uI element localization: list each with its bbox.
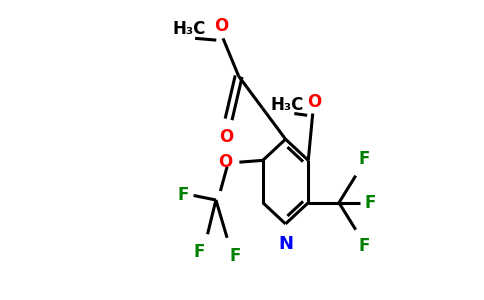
Text: F: F (178, 187, 189, 205)
Text: F: F (194, 243, 205, 261)
Text: F: F (359, 237, 370, 255)
Text: F: F (364, 194, 376, 212)
Text: O: O (219, 128, 233, 146)
Text: O: O (213, 17, 228, 35)
Text: H₃C: H₃C (271, 95, 304, 113)
Text: N: N (278, 235, 293, 253)
Text: O: O (218, 153, 233, 171)
Text: O: O (307, 93, 321, 111)
Text: H₃C: H₃C (173, 20, 206, 38)
Text: F: F (359, 151, 370, 169)
Text: F: F (230, 247, 241, 265)
